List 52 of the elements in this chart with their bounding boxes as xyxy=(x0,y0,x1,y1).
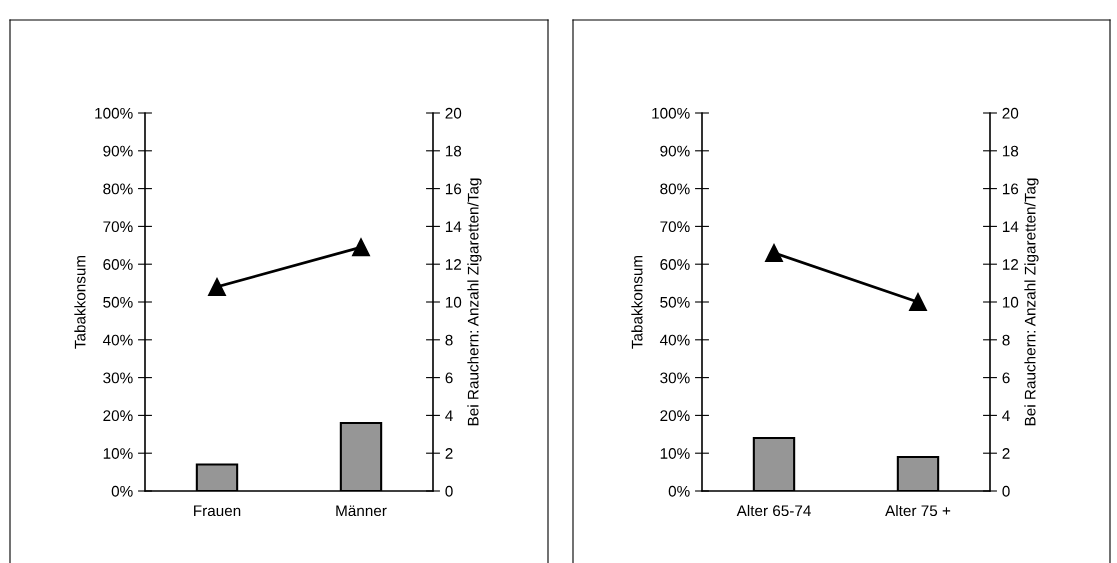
y2-tick-label: 0 xyxy=(1002,485,1010,497)
y-tick-label: 80% xyxy=(660,183,690,195)
y2-tick-label: 16 xyxy=(445,183,462,195)
y-tick-label: 50% xyxy=(103,296,133,308)
y-tick-label: 70% xyxy=(660,221,690,233)
y2-tick-label: 6 xyxy=(445,372,453,384)
y2-tick-label: 4 xyxy=(1002,410,1010,421)
y-tick-label: 30% xyxy=(660,372,690,384)
y-tick-label: 30% xyxy=(103,372,133,384)
y2-tick-label: 18 xyxy=(1002,145,1019,157)
y2-tick-label: 6 xyxy=(1002,372,1010,384)
y-tick-label: 80% xyxy=(103,183,133,195)
y2-tick-label: 10 xyxy=(1002,296,1019,308)
y-tick-label: 20% xyxy=(103,410,133,422)
y-tick-label: 60% xyxy=(660,259,690,270)
y2-tick-label: 10 xyxy=(445,296,462,308)
y2-tick-label: 18 xyxy=(445,145,462,157)
y-tick-label: 0% xyxy=(668,485,690,497)
y-axis-title: Tabakkonsum xyxy=(74,255,86,349)
y2-axis-title: Bei Rauchern: Anzahl Zigaretten/Tag xyxy=(467,178,482,426)
y-tick-label: 100% xyxy=(652,107,690,119)
y-tick-label: 100% xyxy=(95,107,133,119)
y2-tick-label: 12 xyxy=(445,259,462,270)
y2-axis-title: Bei Rauchern: Anzahl Zigaretten/Tag xyxy=(1024,178,1039,426)
x-tick-label: Alter 75 + xyxy=(885,504,951,517)
y-tick-label: 40% xyxy=(659,334,690,346)
x-tick-label: Alter 65-74 xyxy=(736,504,811,517)
y2-tick-label: 14 xyxy=(445,221,462,232)
y2-tick-label: 8 xyxy=(445,334,453,346)
y2-tick-label: 2 xyxy=(445,448,453,459)
y-tick-label: 10% xyxy=(103,448,133,459)
y-tick-label: 70% xyxy=(103,221,133,233)
y-tick-label: 60% xyxy=(103,259,133,270)
y-tick-label: 50% xyxy=(660,296,690,308)
y2-tick-label: 14 xyxy=(1002,221,1019,232)
y-axis-title: Tabakkonsum xyxy=(631,255,643,349)
y2-tick-label: 0 xyxy=(445,485,453,497)
y2-tick-label: 16 xyxy=(1002,183,1019,195)
y2-tick-label: 4 xyxy=(445,410,453,421)
y2-tick-label: 8 xyxy=(1002,334,1010,346)
y-tick-label: 10% xyxy=(660,448,690,459)
y-tick-label: 90% xyxy=(660,145,690,157)
y2-tick-label: 2 xyxy=(1002,448,1010,459)
y2-tick-label: 20 xyxy=(445,107,462,119)
x-tick-label: Männer xyxy=(336,505,387,517)
y2-tick-label: 20 xyxy=(1002,107,1019,119)
y-tick-label: 90% xyxy=(103,145,133,157)
y2-tick-label: 12 xyxy=(1002,259,1019,270)
y-tick-label: 20% xyxy=(660,410,690,422)
y-tick-label: 0% xyxy=(111,485,133,497)
x-tick-label: Frauen xyxy=(194,505,241,517)
y-tick-label: 40% xyxy=(102,334,133,346)
